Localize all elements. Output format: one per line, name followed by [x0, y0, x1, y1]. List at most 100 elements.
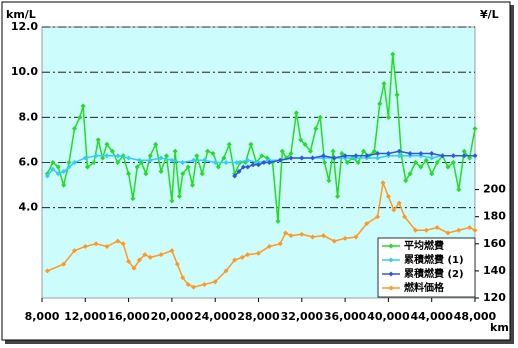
point [320, 153, 326, 159]
point [44, 173, 50, 179]
point [330, 148, 336, 154]
point [335, 193, 341, 199]
x-tick-label: 32,000 [281, 310, 324, 323]
y2-axis-title: ¥/L [480, 8, 499, 21]
point [180, 275, 186, 281]
point [226, 141, 232, 147]
point [223, 160, 229, 165]
point [185, 281, 191, 287]
point [320, 233, 326, 239]
point [407, 171, 413, 177]
point [396, 200, 402, 206]
point [266, 244, 272, 250]
point [277, 157, 283, 163]
point [259, 153, 265, 159]
point [353, 234, 359, 240]
point [212, 160, 218, 165]
point [115, 238, 121, 244]
point [402, 214, 408, 220]
point [158, 169, 164, 175]
point [299, 231, 305, 237]
point [364, 220, 370, 226]
point [342, 235, 348, 241]
point [412, 160, 418, 165]
point [461, 153, 467, 159]
point [467, 225, 473, 231]
point [147, 153, 153, 159]
point [115, 153, 121, 159]
point [169, 157, 175, 163]
x-tick-label: 8,000 [25, 310, 60, 323]
point [429, 171, 435, 177]
point [194, 153, 200, 159]
legend-label: 累積燃費 (1) [404, 253, 464, 266]
point [180, 160, 186, 165]
point [353, 153, 359, 159]
point [245, 252, 251, 258]
point [131, 265, 137, 271]
point [115, 160, 121, 165]
point [232, 257, 238, 263]
point [234, 160, 240, 165]
point [169, 198, 175, 204]
legend-marker [388, 285, 394, 291]
point [120, 241, 126, 247]
x-tick-label: 44,000 [410, 310, 453, 323]
point [191, 284, 197, 290]
legend-label: 燃料価格 [404, 281, 445, 294]
point [201, 281, 207, 287]
point [136, 157, 142, 163]
point [283, 230, 289, 236]
point [147, 254, 153, 260]
point [104, 244, 110, 250]
point [100, 155, 106, 161]
point [236, 169, 242, 175]
point [377, 101, 383, 107]
point [136, 257, 142, 263]
point [429, 150, 435, 156]
point [381, 80, 387, 86]
point [288, 233, 294, 239]
point [429, 155, 435, 161]
point [313, 126, 319, 132]
point [163, 153, 169, 159]
point [355, 160, 361, 165]
point [450, 153, 456, 159]
point [239, 254, 245, 260]
point [445, 230, 451, 236]
point [240, 164, 246, 170]
point [205, 148, 211, 154]
point [174, 261, 180, 267]
point [71, 160, 77, 165]
point [456, 227, 462, 233]
y-tick-label: 4.0 [19, 201, 39, 214]
point [147, 157, 153, 163]
point [201, 157, 207, 163]
y2-tick-label: 140 [483, 264, 506, 277]
point [407, 150, 413, 156]
point [364, 153, 370, 159]
point [245, 157, 251, 163]
y2-tick-label: 180 [483, 210, 506, 223]
x-tick-label: 16,000 [107, 310, 150, 323]
point [109, 148, 115, 154]
point [256, 162, 261, 168]
point [212, 279, 218, 285]
point [418, 150, 424, 156]
legend-label: 平均燃費 [404, 239, 444, 252]
x-tick-label: 24,000 [194, 310, 237, 323]
point [277, 241, 283, 247]
legend-marker [388, 257, 394, 263]
point [472, 227, 478, 233]
legend-label: 累積燃費 (2) [404, 267, 464, 280]
point [423, 227, 429, 233]
point [279, 148, 285, 154]
point [472, 153, 478, 159]
point [299, 155, 305, 161]
point [172, 148, 178, 154]
point [375, 155, 381, 161]
point [82, 155, 88, 161]
point [375, 214, 381, 220]
point [55, 164, 61, 170]
x-tick-label: 48,000 [454, 310, 497, 323]
